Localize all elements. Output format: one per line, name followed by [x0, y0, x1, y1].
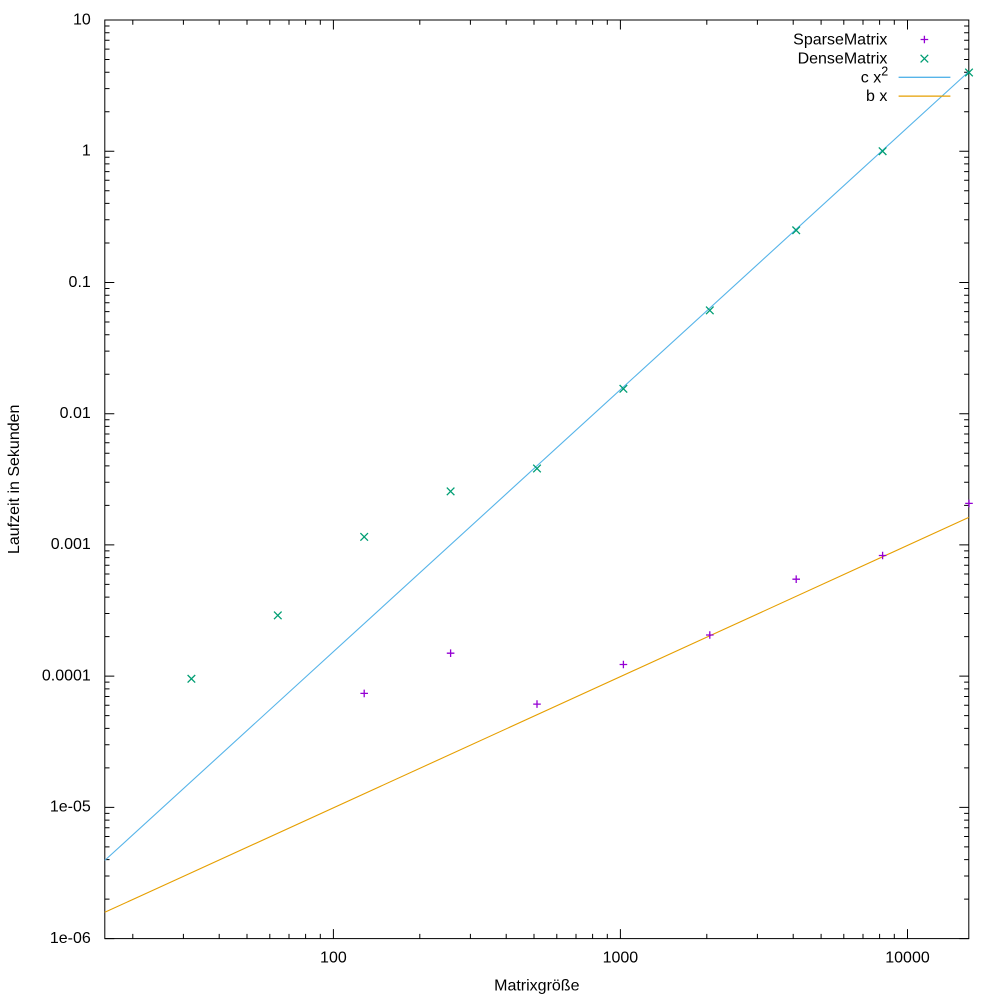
- svg-text:0.01: 0.01: [60, 405, 91, 422]
- svg-text:100: 100: [320, 950, 347, 967]
- svg-text:1: 1: [82, 143, 91, 160]
- svg-text:0.0001: 0.0001: [42, 667, 91, 684]
- svg-text:b x: b x: [866, 88, 887, 105]
- svg-text:Laufzeit in Sekunden: Laufzeit in Sekunden: [6, 405, 23, 554]
- svg-text:Matrixgröße: Matrixgröße: [494, 978, 579, 995]
- svg-text:1e-06: 1e-06: [50, 930, 91, 947]
- svg-text:SparseMatrix: SparseMatrix: [793, 31, 887, 48]
- svg-text:DenseMatrix: DenseMatrix: [798, 51, 888, 68]
- svg-text:1e-05: 1e-05: [50, 799, 91, 816]
- svg-text:0.1: 0.1: [69, 274, 91, 291]
- svg-text:0.001: 0.001: [51, 536, 91, 553]
- svg-text:10000: 10000: [885, 950, 930, 967]
- svg-text:10: 10: [73, 11, 91, 28]
- svg-text:1000: 1000: [603, 950, 639, 967]
